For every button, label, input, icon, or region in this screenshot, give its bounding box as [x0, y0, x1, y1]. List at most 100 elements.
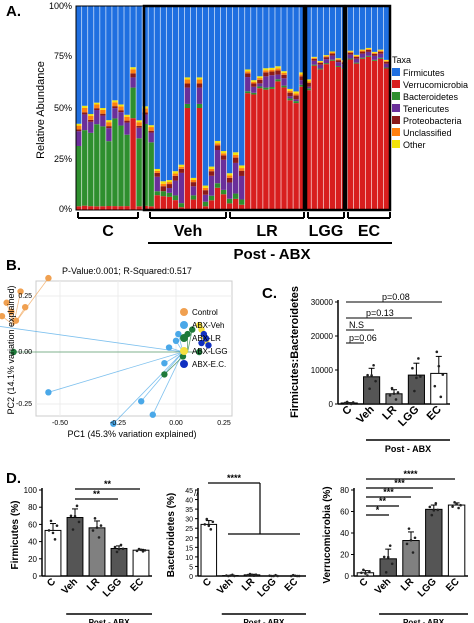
abundance-segment [293, 99, 299, 102]
data-point [75, 504, 79, 508]
abundance-segment [136, 127, 142, 139]
axis-break: // [194, 489, 199, 498]
abundance-segment [166, 6, 173, 181]
abundance-segment [214, 145, 221, 150]
abundance-segment [220, 155, 227, 160]
abundance-segment [359, 53, 366, 58]
panel-c-post-label: Post - ABX [385, 444, 431, 454]
data-point [227, 574, 230, 578]
data-point [360, 571, 363, 575]
abundance-segment [323, 64, 330, 210]
abundance-segment [287, 98, 293, 101]
pcoa-xtick-3: 0.25 [217, 420, 231, 427]
abundance-segment [178, 168, 185, 173]
abundance-segment [130, 67, 136, 70]
abundance-segment [293, 95, 299, 100]
abundance-segment [160, 191, 166, 197]
category-label: Veh [60, 576, 80, 596]
pvalue-veh: p=0.06 [349, 333, 377, 343]
abundance-segment [323, 63, 330, 65]
panel-d2-ylabel: Bacteroidetes (%) [166, 493, 177, 577]
abundance-segment [100, 126, 106, 207]
abundance-segment [365, 49, 372, 52]
abundance-segment [329, 60, 336, 210]
abundance-segment [178, 207, 185, 210]
pcoa-point [196, 348, 203, 356]
legend-swatch [392, 116, 400, 124]
data-point [139, 548, 143, 552]
abundance-segment [239, 6, 245, 166]
abundance-segment [353, 6, 360, 55]
abundance-segment [118, 206, 124, 210]
abundance-segment [202, 6, 209, 186]
abundance-segment [347, 52, 354, 55]
pcoa-ytick-0: 0.25 [18, 293, 32, 300]
data-point [250, 573, 254, 577]
data-point [457, 506, 460, 510]
data-point [364, 572, 367, 575]
abundance-segment [347, 54, 354, 59]
abundance-segment [239, 204, 245, 210]
data-point [295, 574, 299, 578]
abundance-segment [275, 68, 281, 71]
abundance-segment [287, 88, 293, 91]
abundance-segment [202, 201, 209, 207]
pcoa-legend-label: ABX-LGG [192, 347, 228, 356]
abundance-segment [214, 140, 221, 144]
abundance-segment [136, 122, 142, 126]
category-label: EC [129, 576, 147, 594]
abundance-segment [172, 173, 179, 176]
data-point [93, 517, 97, 520]
data-point [368, 387, 371, 390]
data-point [347, 401, 351, 405]
category-label: C [340, 404, 354, 418]
abundance-segment [371, 60, 378, 211]
data-point [95, 526, 99, 529]
abundance-segment [263, 70, 269, 73]
data-point [113, 545, 117, 549]
panel-c-letter: C. [262, 285, 277, 302]
abundance-segment [118, 106, 124, 111]
pcoa-legend-swatch [180, 321, 188, 329]
pcoa-point [198, 339, 205, 347]
panel-c-pvalues: p=0.08 p=0.13 N.S p=0.06 [346, 292, 442, 344]
pcoa-spoke [140, 351, 184, 402]
pcoa-xtick-1: -0.25 [110, 420, 126, 427]
abundance-segment [371, 52, 378, 54]
abundance-segment [196, 6, 203, 78]
abundance-segment [281, 71, 287, 73]
ytick-0: 0% [59, 204, 72, 214]
pvalue-lr: N.S [349, 320, 364, 330]
abundance-segment [335, 62, 342, 66]
pcoa-point [138, 398, 145, 405]
pcoa-point [200, 330, 208, 338]
data-point [254, 573, 258, 576]
abundance-segment [239, 168, 245, 171]
data-point [289, 574, 293, 578]
abundance-segment [365, 6, 372, 48]
data-point [246, 573, 250, 577]
data-point [388, 544, 392, 547]
data-point [209, 528, 213, 531]
abundance-segment [208, 175, 215, 196]
data-point [415, 376, 418, 380]
abundance-segment [178, 203, 185, 208]
abundance-segment [359, 50, 366, 52]
abundance-segment [88, 115, 94, 120]
data-point [268, 574, 271, 577]
abundance-segment [269, 71, 275, 76]
post-abx-label: Post - ABX [403, 618, 445, 623]
abundance-segment [311, 64, 317, 66]
panel-d3-ylabel: Verrucomicrobia (%) [322, 486, 333, 583]
abundance-segment [100, 109, 106, 114]
abundance-segment [275, 66, 281, 69]
abundance-segment [233, 6, 239, 153]
abundance-segment [154, 191, 160, 196]
legend-label: Unclassified [403, 128, 452, 138]
abundance-segment [94, 104, 100, 109]
pcoa-point [0, 312, 6, 320]
y-tick-label: 80 [28, 503, 37, 512]
abundance-segment [251, 81, 257, 84]
data-point [99, 524, 103, 527]
